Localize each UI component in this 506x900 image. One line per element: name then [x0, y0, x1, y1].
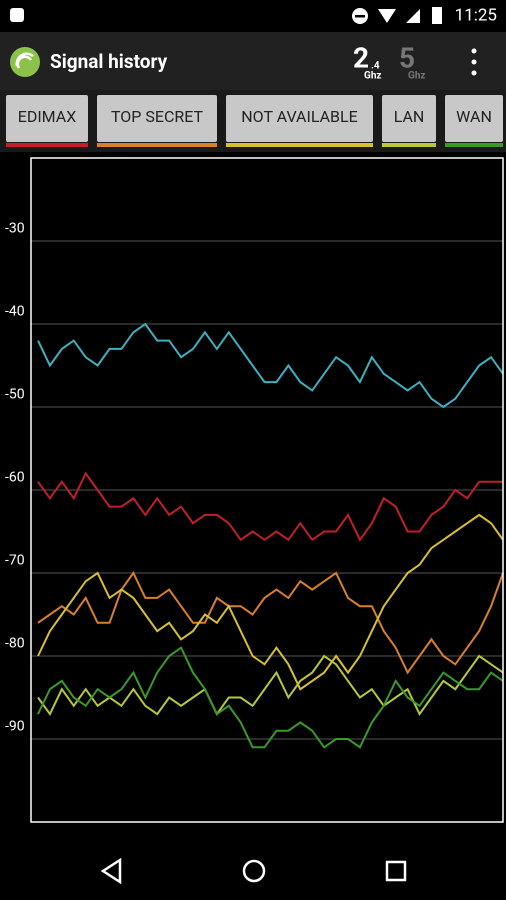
app-icon — [10, 47, 40, 77]
button-label: WAN — [456, 107, 492, 126]
series-line — [37, 646, 504, 749]
series-line — [37, 471, 503, 542]
y-tick-label: -60 — [5, 470, 25, 486]
network-button[interactable]: EDIMAX — [6, 95, 88, 147]
band-5-unit: Ghz — [408, 71, 426, 82]
button-bg — [6, 95, 88, 142]
wifi-icon — [378, 9, 396, 23]
button-underline — [226, 143, 373, 147]
app-title: Signal history — [50, 50, 168, 73]
clock: 11:25 — [455, 5, 497, 25]
series-line — [37, 513, 504, 691]
button-underline — [382, 143, 436, 147]
button-bg — [97, 95, 217, 142]
button-bg — [226, 95, 373, 142]
buttons: EDIMAX TOP SECRET NOT AVAILABLE LAN WAN — [6, 95, 503, 147]
app-bar — [0, 32, 506, 90]
band-5-toggle[interactable]: 5 Ghz — [399, 41, 426, 81]
button-label: NOT AVAILABLE — [241, 107, 357, 126]
y-tick-label: -90 — [5, 719, 25, 735]
network-button[interactable]: WAN — [445, 95, 503, 147]
y-tick-label: -30 — [5, 221, 25, 237]
nav-recents[interactable] — [385, 860, 407, 882]
menu-dot — [471, 48, 477, 54]
band-24-number: 2 — [353, 41, 369, 74]
overflow-menu[interactable] — [471, 48, 477, 76]
network-button[interactable]: TOP SECRET — [97, 95, 217, 147]
button-bg — [382, 95, 436, 142]
app-icon-waves — [15, 52, 34, 69]
button-label: LAN — [394, 107, 425, 126]
band-24-unit: Ghz — [364, 71, 382, 82]
button-label: EDIMAX — [18, 107, 77, 126]
nav-back[interactable] — [100, 857, 122, 885]
signal-icon — [406, 9, 420, 23]
plot-border — [30, 157, 504, 823]
network-button[interactable]: NOT AVAILABLE — [226, 95, 373, 147]
series-line — [37, 654, 504, 717]
y-tick-label: -40 — [5, 304, 25, 320]
button-underline — [6, 143, 88, 147]
menu-dot — [471, 70, 477, 76]
button-underline — [445, 143, 503, 147]
y-tick-label: -80 — [5, 636, 25, 652]
series-line — [37, 322, 504, 409]
network-button[interactable]: LAN — [382, 95, 436, 147]
dnd-bar — [355, 15, 365, 18]
android-icon — [10, 8, 24, 22]
status-bar — [0, 0, 506, 32]
button-label: TOP SECRET — [111, 107, 204, 126]
y-tick-label: -50 — [5, 387, 25, 403]
button-underline — [97, 143, 217, 147]
chart: -30 -40 -50 -60 -70 -80 -90 — [5, 221, 504, 749]
menu-dot — [471, 59, 477, 65]
y-tick-label: -70 — [5, 553, 25, 569]
series-line — [37, 571, 504, 675]
band-5-number: 5 — [399, 41, 415, 74]
band-24-toggle[interactable]: 2 .4 Ghz — [353, 41, 382, 81]
battery-icon — [432, 7, 442, 24]
button-bg — [445, 95, 503, 142]
nav-home[interactable] — [242, 859, 266, 883]
band-24-decimal: .4 — [371, 61, 380, 72]
